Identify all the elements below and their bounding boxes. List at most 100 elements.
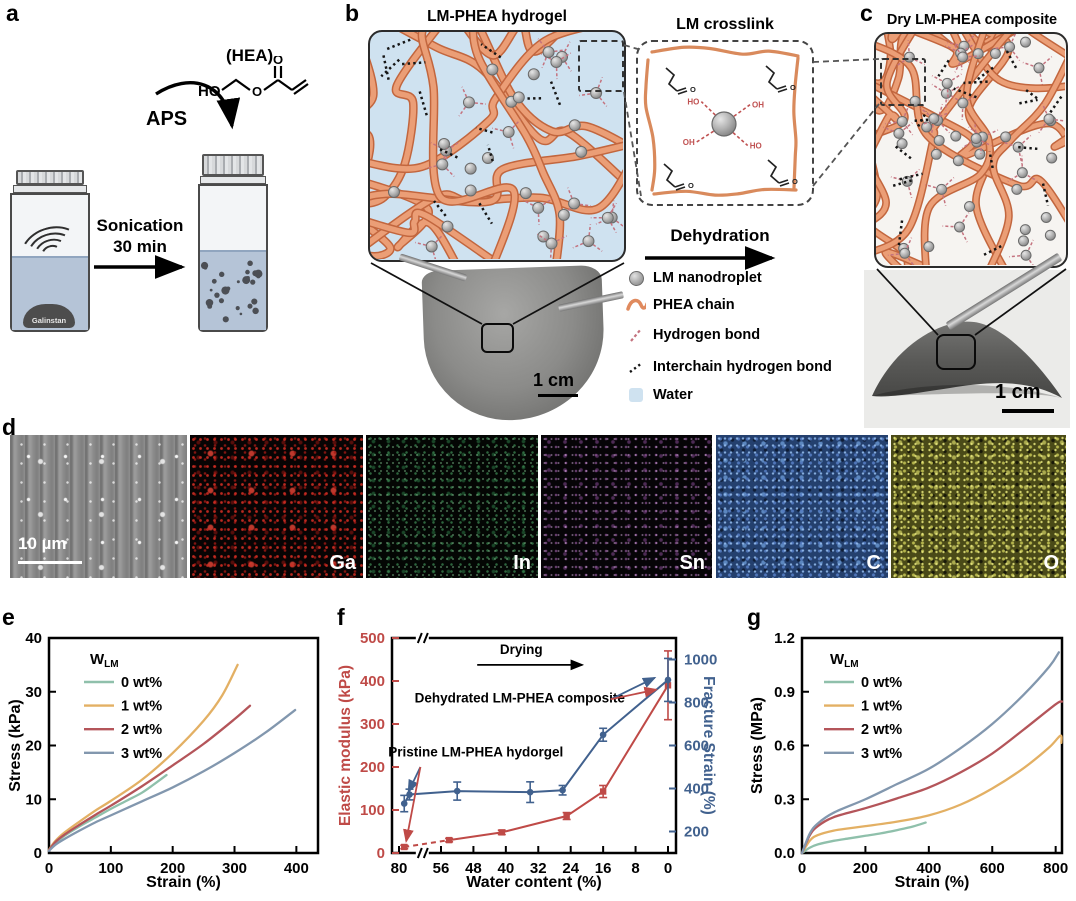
svg-text:0.9: 0.9: [774, 684, 795, 701]
svg-text:0: 0: [34, 845, 42, 862]
sem-scale-bar: [18, 561, 82, 564]
inset-title: LM crosslink: [676, 16, 774, 33]
legend-item-hydrogen-bond: Hydrogen bond: [626, 327, 760, 343]
eds-label-c: C: [866, 552, 881, 574]
svg-text:80: 80: [391, 860, 408, 877]
svg-text:600: 600: [980, 860, 1005, 877]
eds-map-ga: Ga: [190, 435, 363, 578]
hydrogel-photo: [421, 264, 607, 424]
svg-text:1000: 1000: [684, 652, 717, 669]
aps-label: APS: [146, 108, 188, 130]
annotation-text: Dehydrated LM-PHEA composite: [415, 691, 626, 706]
series-1-wt%: [800, 734, 1063, 855]
axes-frame: [800, 636, 1064, 855]
svg-text:2 wt%: 2 wt%: [121, 722, 162, 738]
chart-e-stress-strain-hydrogel: 0 100 200 300 400 0 10 20 30 40 Strain (%) Stress (…: [7, 630, 320, 891]
interchain-hydrogen-bond-icon: [626, 359, 646, 375]
vial-left-body: Galinstan: [10, 193, 91, 332]
eds-map-o: O: [891, 435, 1066, 578]
gallium-blob: Galinstan: [23, 304, 75, 328]
hea-ho-label: HO: [198, 83, 221, 100]
scale-bar-b: [538, 394, 578, 397]
svg-text:400: 400: [684, 781, 709, 798]
dry-composite-network-schematic: [874, 32, 1068, 268]
svg-text:100: 100: [360, 802, 385, 819]
svg-text:0: 0: [798, 860, 806, 877]
series-3-wt%: [800, 651, 1060, 855]
eds-map-sn: Sn: [541, 435, 712, 578]
vial-left-neck: [13, 185, 87, 193]
annotation-text: Pristine LM-PHEA hydorgel: [388, 744, 563, 759]
svg-text:2 wt%: 2 wt%: [861, 722, 902, 738]
scale-bar-label-b: 1 cm: [533, 370, 575, 390]
lm-crosslink-inset: HO OH OH HO O O O O: [636, 40, 814, 206]
scale-bar-c: [1002, 409, 1054, 413]
y-axis-label: Stress (MPa): [749, 697, 766, 794]
svg-text:200: 200: [853, 860, 878, 877]
zoom-region-outline-b: [481, 323, 514, 353]
panel-b-title: LM-PHEA hydrogel: [427, 8, 567, 25]
eds-label-sn: Sn: [679, 552, 705, 574]
sonication-label-line2: 30 min: [113, 237, 167, 256]
legend-item-phea-chain: PHEA chain: [626, 297, 735, 313]
legend-label: PHEA chain: [653, 297, 735, 313]
zoom-region-outline-c: [936, 334, 976, 370]
svg-text:400: 400: [360, 673, 385, 690]
svg-text:32: 32: [530, 860, 547, 877]
chart-g-stress-strain-composite: 0 200 400 600 800 0.0 0.3 0.6 0.9 1.2 Strain (%) St…: [749, 630, 1068, 891]
sem-scale-label: 10 µm: [18, 534, 67, 553]
sem-image: 10 µm: [10, 435, 187, 578]
hea-carbonyl-o-label: O: [273, 56, 283, 67]
hydrogel-network-schematic: [368, 30, 626, 262]
water-icon: [626, 388, 646, 402]
svg-text:1 wt%: 1 wt%: [121, 699, 162, 715]
svg-text:56: 56: [433, 860, 450, 877]
series-3-wt%: [47, 708, 297, 852]
svg-text:O: O: [790, 83, 796, 92]
svg-text:O: O: [690, 85, 696, 94]
eds-map-c: C: [716, 435, 888, 578]
series-1-wt%: [47, 663, 239, 851]
panel-c-title: Dry LM-PHEA composite: [886, 12, 1058, 28]
sonication-label-line1: Sonication: [96, 216, 184, 235]
hea-title: (HEA): [226, 46, 274, 65]
svg-text:600: 600: [684, 738, 709, 755]
svg-text:500: 500: [360, 630, 385, 647]
svg-text:3 wt%: 3 wt%: [121, 746, 162, 762]
hea-structure: HO O O: [198, 56, 309, 100]
annotation-text: Drying: [500, 642, 543, 657]
eds-label-ga: Ga: [329, 552, 356, 574]
panel-c-label: c: [860, 0, 873, 26]
phea-chain-icon: [626, 297, 646, 313]
svg-text:40: 40: [498, 860, 515, 877]
lm-droplet-dispersion: [200, 260, 263, 323]
series-0-wt%: [800, 821, 927, 855]
series-2-wt%: [800, 700, 1064, 855]
y-axis-label-left: Elastic modulus (kPa): [337, 665, 354, 826]
y-axis-label: Stress (kPa): [7, 699, 24, 792]
hydrogel-network-drawing: [370, 32, 624, 260]
crosslink-zoom-box-c: [880, 58, 926, 106]
y-axis-label-right: Fracture Strain (%): [700, 676, 717, 815]
scale-bar-label-c: 1 cm: [995, 381, 1041, 403]
legend-item-water: Water: [626, 387, 693, 403]
svg-text:200: 200: [160, 860, 185, 877]
legend-title: WLM: [830, 651, 859, 670]
svg-text:40: 40: [25, 630, 42, 647]
svg-text:HO: HO: [687, 98, 699, 107]
eds-label-in: In: [513, 552, 531, 574]
vial-right-cap: [202, 154, 264, 176]
panel-a-label: a: [6, 0, 19, 26]
chart-f-modulus-fracture-strain: 80 56 48 40 32 24 16 8 0010020030040050020040060…: [337, 630, 717, 891]
x-axis-label: Strain (%): [146, 874, 221, 891]
svg-text:20: 20: [25, 738, 42, 755]
network-layer: [876, 34, 1066, 266]
vial-left-cap: [16, 170, 84, 185]
svg-text:48: 48: [465, 860, 482, 877]
svg-text:400: 400: [916, 860, 941, 877]
svg-text:0 wt%: 0 wt%: [861, 675, 902, 691]
svg-text:OH: OH: [752, 101, 764, 110]
legend-item-interchain-hydrogen-bond: Interchain hydrogen bond: [626, 359, 832, 375]
hea-ester-o-label: O: [252, 84, 262, 99]
